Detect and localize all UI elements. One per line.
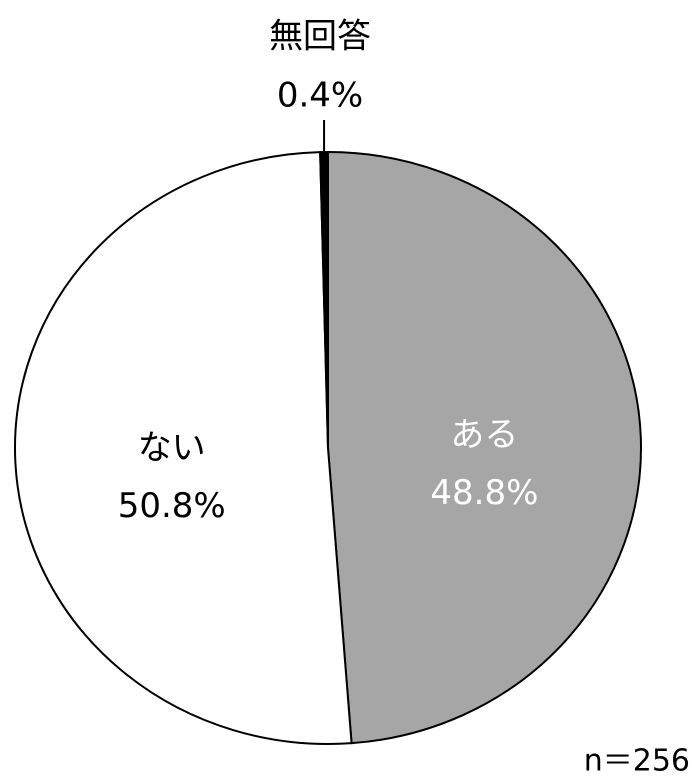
pie-slice bbox=[327, 150, 642, 745]
pie-slice bbox=[14, 151, 353, 745]
slice-value-label: 0.4% bbox=[277, 76, 363, 116]
sample-size: n＝256 bbox=[584, 744, 690, 779]
slice-value-label: 48.8% bbox=[430, 473, 538, 513]
slice-value-label: 50.8% bbox=[118, 486, 226, 526]
slice-label: 無回答 bbox=[269, 17, 371, 57]
slice-label: ある bbox=[450, 415, 518, 455]
slice-label: ない bbox=[138, 428, 206, 468]
